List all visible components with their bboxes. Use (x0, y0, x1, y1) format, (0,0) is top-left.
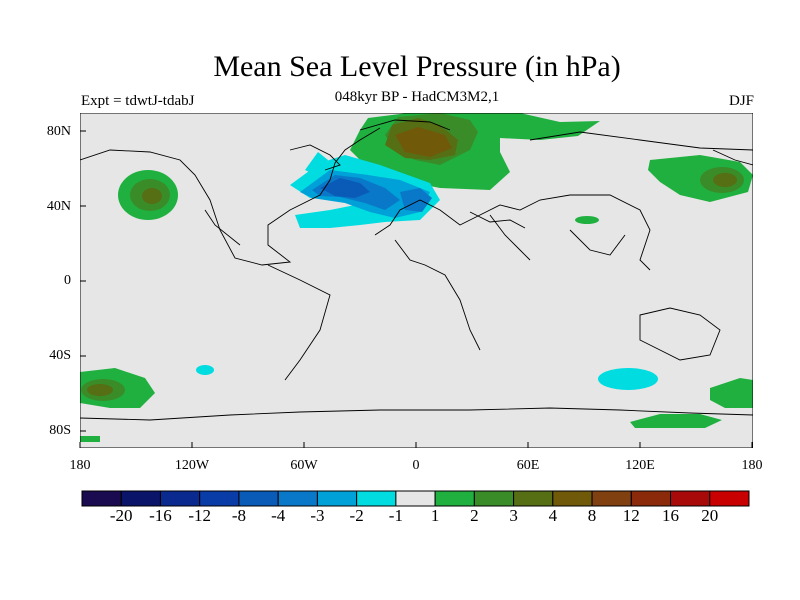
x-tick-60e: 60E (516, 458, 540, 473)
colorbar-swatch-12 (552, 490, 593, 507)
colorbar-label-13: 12 (622, 506, 640, 525)
x-tick-180e: 180 (741, 458, 763, 473)
colorbar-swatch-4 (238, 490, 279, 507)
colorbar-swatch-6 (316, 490, 358, 507)
y-tick-80n: 80N (46, 124, 71, 139)
colorbar-label-12: 8 (587, 506, 597, 525)
x-tick-120e: 120E (625, 458, 655, 473)
colorbar-swatch-14 (630, 490, 672, 507)
colorbar-swatch-8 (395, 490, 436, 507)
map-plot-area (80, 113, 753, 448)
coastlines (80, 119, 753, 421)
colorbar-label-4: -4 (271, 506, 286, 525)
colorbar-swatch-16 (709, 490, 750, 507)
colorbar-swatch-15 (670, 490, 711, 507)
colorbar-swatch-0 (81, 490, 122, 507)
colorbar-label-14: 16 (662, 506, 680, 525)
axis-tick-marks (79, 130, 753, 448)
colorbar-swatch-7 (356, 490, 397, 507)
colorbar-swatch-9 (434, 490, 475, 507)
colorbar-label-2: -12 (188, 506, 212, 525)
colorbar-label-8: 1 (430, 506, 440, 525)
experiment-label: Expt = tdwtJ-tdabJ (81, 93, 195, 109)
colorbar-label-9: 2 (470, 506, 479, 525)
colorbar-label-15: 20 (701, 506, 719, 525)
colorbar-label-3: -8 (231, 506, 247, 525)
season-label: DJF (728, 93, 754, 109)
x-tick-60w: 60W (290, 458, 318, 473)
colorbar-label-10: 3 (509, 506, 518, 525)
positive-anomaly-regions (80, 113, 753, 442)
colorbar-swatch-10 (473, 490, 515, 507)
map-subtitle: 048kyr BP - HadCM3M2,1 (334, 89, 500, 105)
colorbar-label-7: -1 (388, 506, 403, 525)
colorbar-label-1: -16 (149, 506, 172, 525)
y-tick-40n: 40N (46, 199, 71, 214)
colorbar-label-6: -2 (349, 506, 364, 525)
negative-anomaly-regions (196, 152, 658, 390)
y-tick-40s: 40S (49, 348, 71, 363)
colorbar-swatch-2 (159, 490, 201, 507)
colorbar-swatch-1 (120, 490, 161, 507)
x-tick-180w: 180 (69, 458, 91, 473)
colorbar-swatch-13 (591, 490, 632, 507)
colorbar-label-0: -20 (109, 506, 133, 525)
colorbar (81, 490, 750, 507)
x-tick-0: 0 (412, 458, 420, 473)
colorbar-swatch-3 (199, 490, 240, 507)
y-tick-80s: 80S (49, 423, 71, 438)
x-tick-120w: 120W (174, 458, 210, 473)
y-tick-0: 0 (64, 273, 71, 288)
map-title: Mean Sea Level Pressure (in hPa) (213, 50, 621, 83)
colorbar-swatch-5 (277, 490, 318, 507)
colorbar-label-11: 4 (548, 506, 558, 525)
colorbar-swatch-11 (513, 490, 554, 507)
colorbar-label-5: -3 (310, 506, 325, 525)
